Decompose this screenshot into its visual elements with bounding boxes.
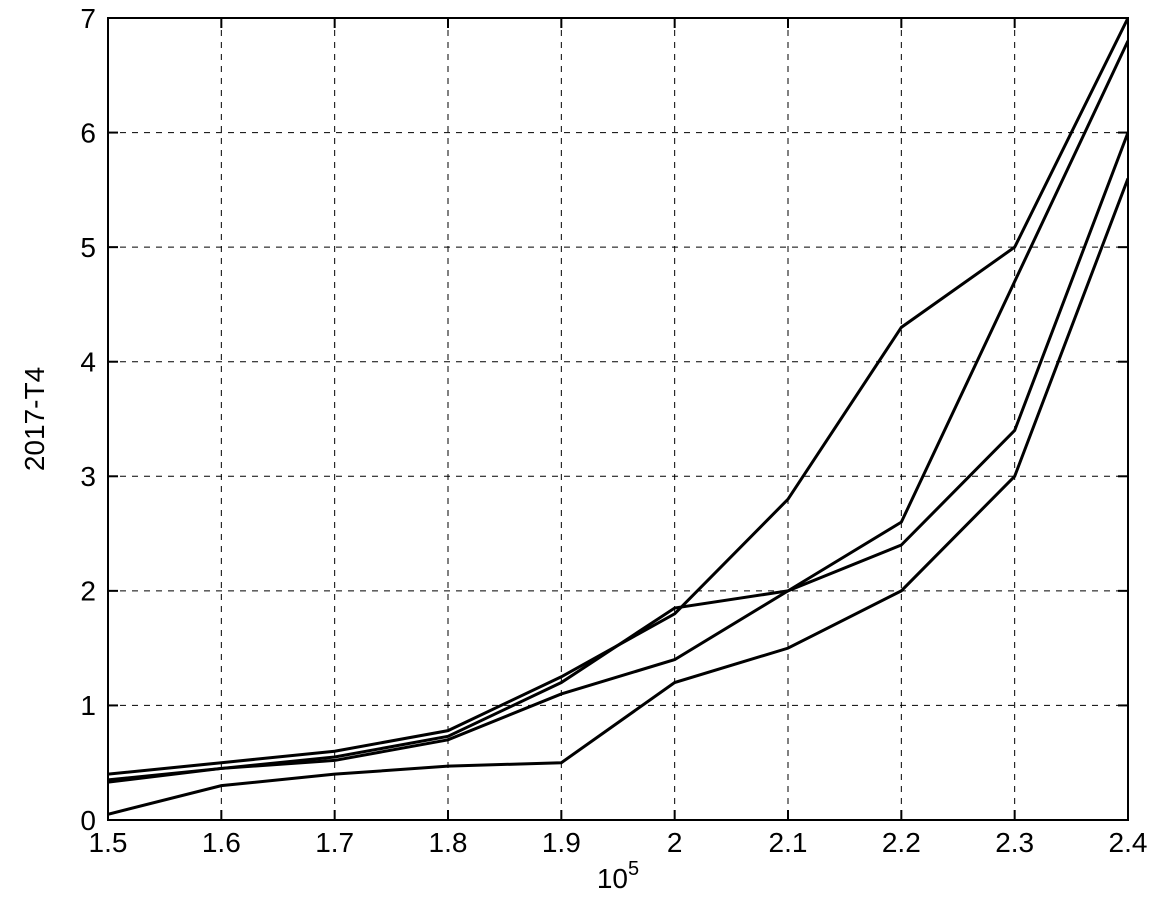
x-tick-label: 1.8 [429,827,468,858]
x-tick-label: 2.4 [1109,827,1148,858]
x-tick-label: 1.7 [315,827,354,858]
line-chart: 1.51.61.71.81.922.12.22.32.4012345671052… [0,0,1149,903]
x-tick-label: 1.9 [542,827,581,858]
x-tick-label: 2.1 [769,827,808,858]
chart-container: 1.51.61.71.81.922.12.22.32.4012345671052… [0,0,1149,903]
y-tick-label: 5 [80,232,96,263]
y-tick-label: 2 [80,576,96,607]
x-tick-label: 1.6 [202,827,241,858]
y-tick-label: 6 [80,117,96,148]
y-tick-label: 3 [80,461,96,492]
y-tick-label: 4 [80,347,96,378]
y-tick-label: 0 [80,805,96,836]
x-tick-label: 2 [667,827,683,858]
y-tick-label: 1 [80,690,96,721]
x-tick-label: 2.3 [995,827,1034,858]
x-tick-label: 2.2 [882,827,921,858]
y-axis-label: 2017-T4 [19,367,50,471]
y-tick-label: 7 [80,3,96,34]
